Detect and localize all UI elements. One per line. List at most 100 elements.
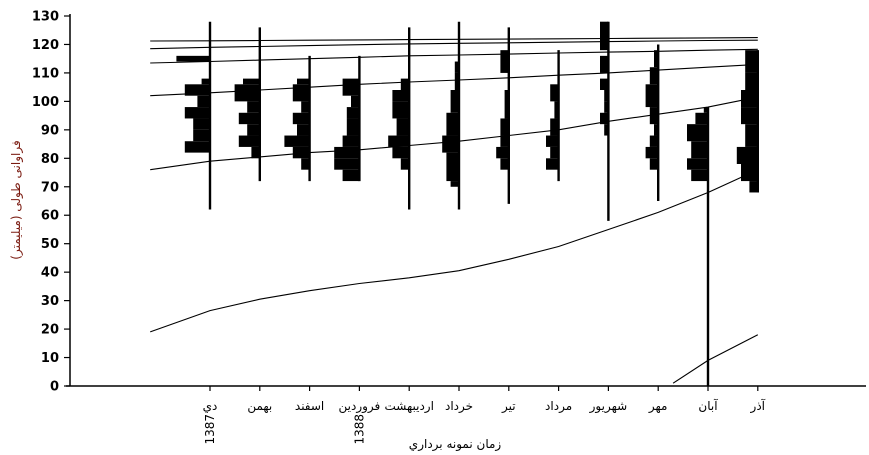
- histogram-bar: [247, 101, 260, 113]
- month-label: دي: [203, 399, 218, 413]
- year-label: 1388: [352, 414, 366, 445]
- month-label: فروردين: [339, 399, 381, 414]
- histogram-bar: [745, 124, 758, 147]
- histogram-bar: [600, 112, 609, 125]
- histogram-bar: [450, 181, 459, 187]
- y-tick-label: 60: [41, 209, 59, 224]
- year-label: 1387: [203, 414, 217, 445]
- month-label: خرداد: [445, 399, 473, 414]
- histogram-bar: [703, 107, 708, 113]
- histogram-bar: [745, 50, 758, 73]
- month-label: تير: [501, 399, 516, 414]
- histogram-bar: [745, 72, 758, 90]
- histogram-bar: [741, 107, 758, 125]
- month-label: مهر: [648, 399, 668, 414]
- histogram-bar: [284, 135, 310, 147]
- histogram-bar: [351, 95, 360, 108]
- y-tick-label: 90: [41, 123, 59, 138]
- histogram-bar: [238, 112, 260, 125]
- histogram-bar: [649, 158, 659, 170]
- histogram-bar: [197, 95, 210, 108]
- month-label: مرداد: [545, 399, 572, 414]
- cohort-growth-curves: [150, 37, 759, 384]
- y-axis-title: فراوانی طولی (میلیمتر): [9, 140, 24, 259]
- histogram-bar: [292, 84, 310, 102]
- cohort-curve: [150, 48, 758, 64]
- histogram-bar: [176, 55, 210, 62]
- month-label: بهمن: [247, 399, 272, 414]
- histogram-bar: [400, 158, 410, 170]
- histogram-bar: [346, 118, 360, 136]
- month-label: آبان: [698, 398, 718, 413]
- histogram-bar: [342, 78, 360, 96]
- month-label: شهريور: [589, 399, 628, 414]
- histogram-bar: [500, 50, 509, 73]
- histogram-bar: [500, 158, 509, 170]
- histogram-bar: [691, 169, 708, 182]
- histogram-bar: [600, 78, 609, 90]
- cohort-curve: [150, 63, 758, 97]
- histogram-bar: [695, 112, 708, 125]
- histogram-bar: [687, 158, 708, 170]
- y-tick-label: 30: [41, 294, 59, 309]
- histogram-bar: [649, 67, 659, 85]
- histogram-bar: [346, 107, 360, 119]
- x-axis-title: زمان نمونه برداري: [409, 437, 502, 452]
- y-tick-label: 100: [32, 95, 59, 110]
- histogram-bar: [736, 146, 758, 164]
- histogram-bar: [604, 124, 609, 136]
- axes: [66, 14, 866, 387]
- histogram-bar: [654, 50, 659, 68]
- histogram-bar: [546, 135, 559, 147]
- histogram-bar: [292, 112, 310, 125]
- histogram-bar: [292, 146, 310, 159]
- cohort-curve: [150, 96, 758, 171]
- y-tick-label: 70: [41, 180, 59, 195]
- histogram-bar: [741, 164, 758, 182]
- y-tick-label: 120: [32, 38, 59, 53]
- y-tick-label: 50: [41, 237, 59, 252]
- histogram-bar: [546, 158, 559, 170]
- histogram-bar: [243, 78, 260, 85]
- histogram-bar: [645, 84, 659, 108]
- histogram-bar: [392, 101, 410, 119]
- month-label: آذر: [750, 398, 766, 414]
- histogram-bar: [193, 118, 210, 130]
- histogram-bar: [504, 90, 509, 119]
- histogram-bar: [342, 135, 360, 147]
- y-tick-label: 20: [41, 323, 59, 338]
- histogram-bar: [392, 90, 410, 102]
- histogram-bar: [500, 118, 509, 136]
- histogram-bar: [654, 124, 659, 136]
- histogram-bar: [454, 72, 459, 90]
- histogram-bar: [238, 135, 260, 147]
- histogram-bar: [749, 181, 758, 193]
- histogram-bar: [400, 78, 410, 90]
- histogram-bar: [442, 135, 459, 153]
- histogram-bar: [450, 90, 459, 113]
- histogram-bar: [184, 84, 210, 96]
- histogram-bar: [550, 146, 559, 159]
- cohort-curve: [150, 169, 759, 333]
- histogram-bar: [201, 78, 210, 85]
- histogram-bar: [600, 21, 609, 51]
- histogram-bar: [649, 135, 659, 147]
- cohort-curve: [150, 37, 758, 42]
- histogram-bar: [645, 146, 659, 159]
- cohort-curve: [672, 334, 759, 384]
- y-ticks: 0 10 20 30 40 50 60 70 80 90 100 110 120 130: [32, 10, 70, 395]
- histogram-bar: [342, 169, 360, 182]
- histogram-bar: [454, 61, 459, 73]
- histogram-bar: [496, 146, 509, 159]
- month-label: اسفند: [295, 399, 324, 413]
- histogram-bar: [297, 124, 310, 136]
- histogram-bar: [600, 55, 609, 73]
- month-baselines: [208, 21, 759, 386]
- histogram-bar: [550, 118, 559, 136]
- month-label: ارديبهشت: [384, 399, 433, 414]
- histogram-bar: [604, 101, 609, 113]
- histogram-bar: [446, 152, 459, 182]
- histogram-bar: [334, 158, 360, 170]
- histogram-bar: [554, 101, 559, 119]
- histogram-bar: [301, 158, 310, 170]
